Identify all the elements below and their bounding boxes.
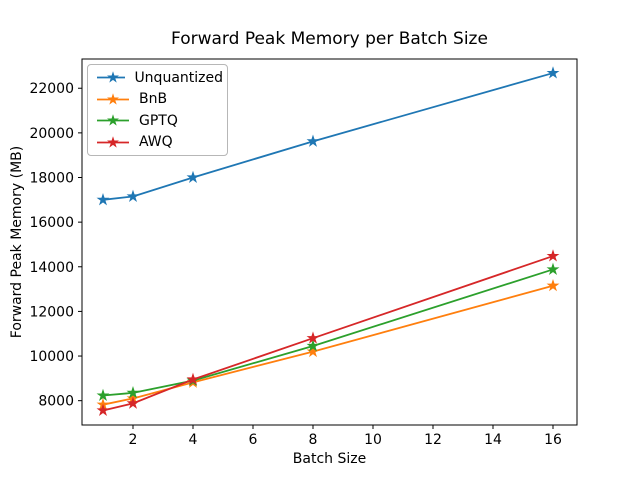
x-tick-label: 4 — [189, 432, 198, 448]
data-point-star-bnb — [546, 278, 560, 292]
data-point-star-gptq — [126, 386, 140, 399]
legend: Unquantized BnB GPTQ AWQ — [87, 64, 228, 156]
data-point-star-awq — [186, 372, 200, 385]
data-point-star-awq — [546, 249, 560, 262]
y-tick-label: 18000 — [29, 171, 74, 187]
y-tick-label: 20000 — [29, 126, 74, 142]
legend-line-star-icon — [97, 135, 129, 148]
y-tick-label: 14000 — [29, 260, 74, 276]
data-point-star-unquantized — [306, 134, 320, 147]
legend-line-star-icon — [97, 71, 126, 83]
legend-line-star-icon — [97, 92, 129, 105]
legend-line-star-icon — [97, 114, 129, 126]
data-point-star-unquantized — [186, 170, 200, 183]
x-axis-label: Batch Size — [292, 451, 367, 467]
y-tick-label: 10000 — [29, 349, 74, 365]
legend-entry-bnb: BnB — [96, 89, 223, 110]
data-point-star-awq — [96, 403, 110, 416]
y-tick-label: 8000 — [38, 394, 74, 410]
data-point-star-unquantized — [126, 189, 140, 202]
x-tick-label: 8 — [309, 432, 318, 448]
data-point-star-gptq — [546, 262, 560, 275]
legend-label-awq: AWQ — [139, 134, 173, 151]
x-tick-label: 16 — [544, 432, 562, 448]
y-tick-label: 16000 — [29, 215, 74, 231]
series-line-bnb — [102, 284, 554, 406]
series-line-awq — [102, 255, 554, 412]
legend-entry-awq: AWQ — [96, 132, 223, 153]
legend-entry-unquantized: Unquantized — [96, 67, 223, 88]
chart-title: Forward Peak Memory per Batch Size — [171, 29, 488, 49]
data-point-star-unquantized — [546, 66, 560, 79]
legend-label-bnb: BnB — [139, 91, 168, 108]
legend-entry-gptq: GPTQ — [96, 110, 223, 131]
x-tick-label: 6 — [249, 432, 258, 448]
x-tick-label: 14 — [484, 432, 502, 448]
data-point-star-unquantized — [96, 193, 110, 206]
y-tick-label: 22000 — [29, 81, 74, 97]
data-point-star-gptq — [306, 339, 320, 352]
legend-label-unquantized: Unquantized — [134, 69, 223, 86]
data-point-star-awq — [306, 331, 320, 344]
y-tick-label: 12000 — [29, 304, 74, 320]
axes-frame — [81, 58, 578, 426]
x-tick-label: 2 — [129, 432, 138, 448]
data-point-star-gptq — [96, 388, 110, 402]
x-tick-label: 12 — [424, 432, 442, 448]
x-tick-label: 10 — [364, 432, 382, 448]
data-point-star-awq — [126, 396, 140, 409]
data-point-star-bnb — [306, 344, 320, 358]
legend-label-gptq: GPTQ — [139, 112, 178, 129]
